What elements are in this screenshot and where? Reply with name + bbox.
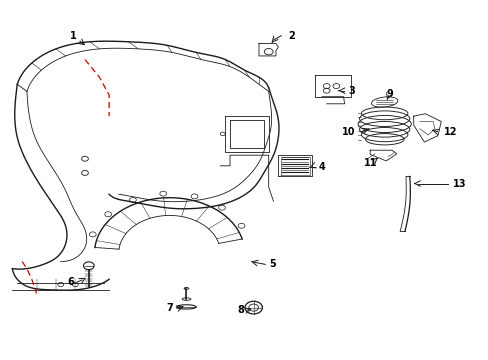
Text: 7: 7 [166,303,173,313]
Text: 3: 3 [348,86,354,96]
Text: 8: 8 [237,305,244,315]
Text: 10: 10 [342,127,355,137]
Text: 13: 13 [452,179,466,189]
Text: 6: 6 [67,277,74,287]
Text: 11: 11 [364,158,377,168]
Text: 5: 5 [268,259,275,269]
Text: 1: 1 [69,31,76,41]
Text: 9: 9 [386,89,392,99]
Text: 4: 4 [318,162,325,171]
Text: 2: 2 [288,31,295,41]
Text: 12: 12 [443,127,456,137]
